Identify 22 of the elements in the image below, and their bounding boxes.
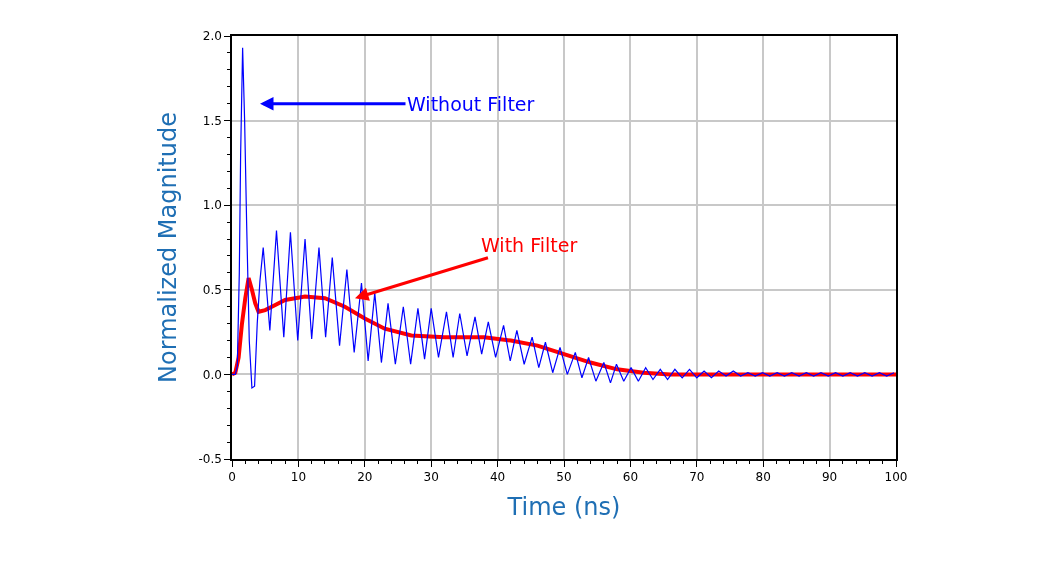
y-tick-label: 2.0: [202, 29, 222, 44]
y-tick-label: 1.0: [202, 198, 222, 213]
x-tick-label: 10: [290, 470, 307, 485]
annotation: Without Filter: [407, 93, 535, 115]
x-tick-label: 60: [622, 470, 639, 485]
x-tick-label: 20: [357, 470, 373, 485]
x-tick-label: 0: [228, 470, 236, 485]
x-tick-label: 90: [821, 470, 838, 485]
x-tick-label: 70: [689, 470, 705, 485]
annotation: With Filter: [481, 234, 578, 256]
x-axis-title: Time (ns): [506, 492, 621, 521]
line-series: [232, 47, 895, 389]
x-tick-label: 30: [423, 470, 439, 485]
y-tick-label: 1.5: [202, 113, 222, 128]
y-tick-label: -0.5: [198, 452, 222, 467]
x-tick-label: 80: [755, 470, 771, 485]
y-tick-label: 0.0: [202, 367, 222, 382]
y-tick-label: 0.5: [202, 283, 222, 297]
y-axis-title: Normalized Magnitude: [154, 112, 183, 383]
x-tick-label: 50: [556, 470, 572, 485]
x-tick-label: 100: [884, 470, 908, 485]
x-tick-label: 40: [489, 470, 506, 485]
